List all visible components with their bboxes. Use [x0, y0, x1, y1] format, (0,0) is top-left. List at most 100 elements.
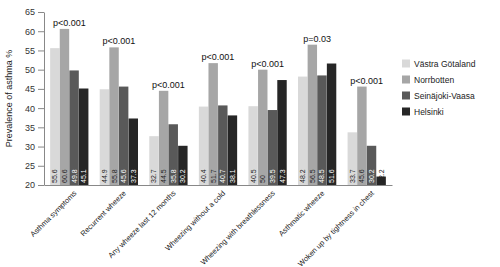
annotation: p=0.03: [303, 34, 331, 44]
legend-label: Norrbotten: [414, 75, 454, 85]
annotations: p<0.001p<0.001p<0.001p<0.001p<0.001p=0.0…: [53, 18, 383, 90]
y-tick: 30: [25, 142, 44, 152]
y-tick-mark: [38, 127, 44, 128]
data-label: 39.5: [269, 169, 276, 183]
legend-swatch: [402, 60, 410, 68]
annotation: p<0.001: [102, 36, 135, 46]
bar: [169, 124, 178, 185]
data-label: 60.6: [61, 169, 68, 183]
data-label: 50: [259, 175, 266, 183]
x-tick: Asthmatic wheeze: [277, 185, 326, 238]
bar: [199, 107, 208, 185]
bar: [178, 146, 187, 185]
data-label: 49.8: [71, 169, 78, 183]
bar: [149, 136, 158, 185]
y-tick-label: 40: [25, 103, 35, 113]
bar: [308, 45, 317, 185]
y-tick: 25: [25, 161, 44, 171]
legend: Västra GötalandNorrbottenSeinäjoki-Vaasa…: [402, 59, 476, 117]
data-label: 51.7: [210, 169, 217, 183]
y-tick-mark: [38, 108, 44, 109]
data-label: 33.7: [349, 169, 356, 183]
bar: [327, 64, 336, 185]
y-tick-mark: [38, 31, 44, 32]
y-axis-title: Prevalence of asthma %: [4, 50, 14, 148]
plot: 20 25 30 35 40 45 50 55 60 65 Asthma symptomsRecur…: [25, 7, 393, 267]
y-tick-mark: [38, 166, 44, 167]
data-label: 38.1: [229, 169, 236, 183]
x-tick: Woken up by tightness in chest: [296, 185, 376, 267]
y-tick-mark: [38, 12, 44, 13]
y-tick: 45: [25, 84, 44, 94]
y-tick-label: 25: [25, 161, 35, 171]
y-tick-mark: [38, 185, 44, 186]
x-tick-label: Asthma symptoms: [28, 189, 78, 239]
y-tick-label: 60: [25, 27, 35, 37]
data-label: 45.6: [120, 169, 127, 183]
data-label: 40.7: [219, 169, 226, 183]
y-tick-label: 30: [25, 142, 35, 152]
bar: [258, 70, 267, 185]
x-tick: Asthma symptoms: [28, 185, 78, 239]
data-label: 55.6: [51, 169, 58, 183]
legend-item: Norrbotten: [402, 75, 454, 85]
x-tick-label: Recurrent wheeze: [79, 189, 128, 238]
data-label: 37.3: [130, 169, 137, 183]
bar: [119, 87, 128, 185]
data-label: 45.6: [358, 169, 365, 183]
data-label: 48.2: [299, 169, 306, 183]
bars: [50, 29, 386, 185]
data-label: 45.1: [80, 169, 87, 183]
bar: [357, 87, 366, 185]
x-tick-label: Asthmatic wheeze: [277, 189, 326, 238]
y-tick: 40: [25, 103, 44, 113]
data-label: 32.7: [150, 169, 157, 183]
x-axis-line: [45, 185, 393, 186]
annotation: p<0.001: [202, 52, 235, 62]
data-label: 51.6: [328, 169, 335, 183]
y-tick-label: 50: [25, 65, 35, 75]
legend-item: Helsinki: [402, 107, 444, 117]
y-tick-mark: [38, 50, 44, 51]
y-tick-label: 65: [25, 7, 35, 17]
data-label: 30.2: [368, 169, 375, 183]
bar: [129, 118, 138, 185]
data-label: 47.3: [279, 169, 286, 183]
data-label: 40.5: [250, 169, 257, 183]
y-tick: 35: [25, 123, 44, 133]
annotation: p<0.001: [152, 80, 185, 90]
legend-swatch: [402, 92, 410, 100]
y-tick-label: 35: [25, 123, 35, 133]
x-axis: Asthma symptomsRecurrent wheezeAny wheez…: [28, 185, 392, 267]
y-tick-label: 45: [25, 84, 35, 94]
data-labels: 55.644.932.740.440.548.233.760.655.844.5…: [51, 169, 384, 183]
bar: [79, 89, 88, 185]
legend-swatch: [402, 108, 410, 116]
data-label: 44.9: [101, 169, 108, 183]
bar: [208, 63, 217, 185]
bar: [50, 48, 59, 185]
x-tick: Wheezing with breathlessness: [199, 185, 277, 267]
bar: [317, 75, 326, 185]
x-tick-label: Wheezing with breathlessness: [199, 189, 277, 267]
x-tick: Recurrent wheeze: [79, 185, 128, 238]
bar: [100, 89, 109, 185]
chart: 20 25 30 35 40 45 50 55 60 65 Asthma symptomsRecur…: [0, 0, 500, 267]
legend-item: Västra Götaland: [402, 59, 476, 69]
bar: [348, 132, 357, 185]
annotation: p<0.001: [53, 18, 86, 28]
bar: [159, 91, 168, 185]
bar: [268, 110, 277, 185]
data-label: 48.5: [318, 169, 325, 183]
bar: [248, 106, 257, 185]
bar: [277, 80, 286, 185]
y-tick-label: 55: [25, 46, 35, 56]
bar: [298, 77, 307, 185]
y-tick-label: 20: [25, 180, 35, 190]
data-label: 56.5: [309, 169, 316, 183]
data-label: 30.2: [179, 169, 186, 183]
data-label: 55.8: [111, 169, 118, 183]
x-tick-label: Woken up by tightness in chest: [296, 188, 376, 267]
y-tick-mark: [38, 89, 44, 90]
data-label: 22.2: [378, 169, 385, 183]
